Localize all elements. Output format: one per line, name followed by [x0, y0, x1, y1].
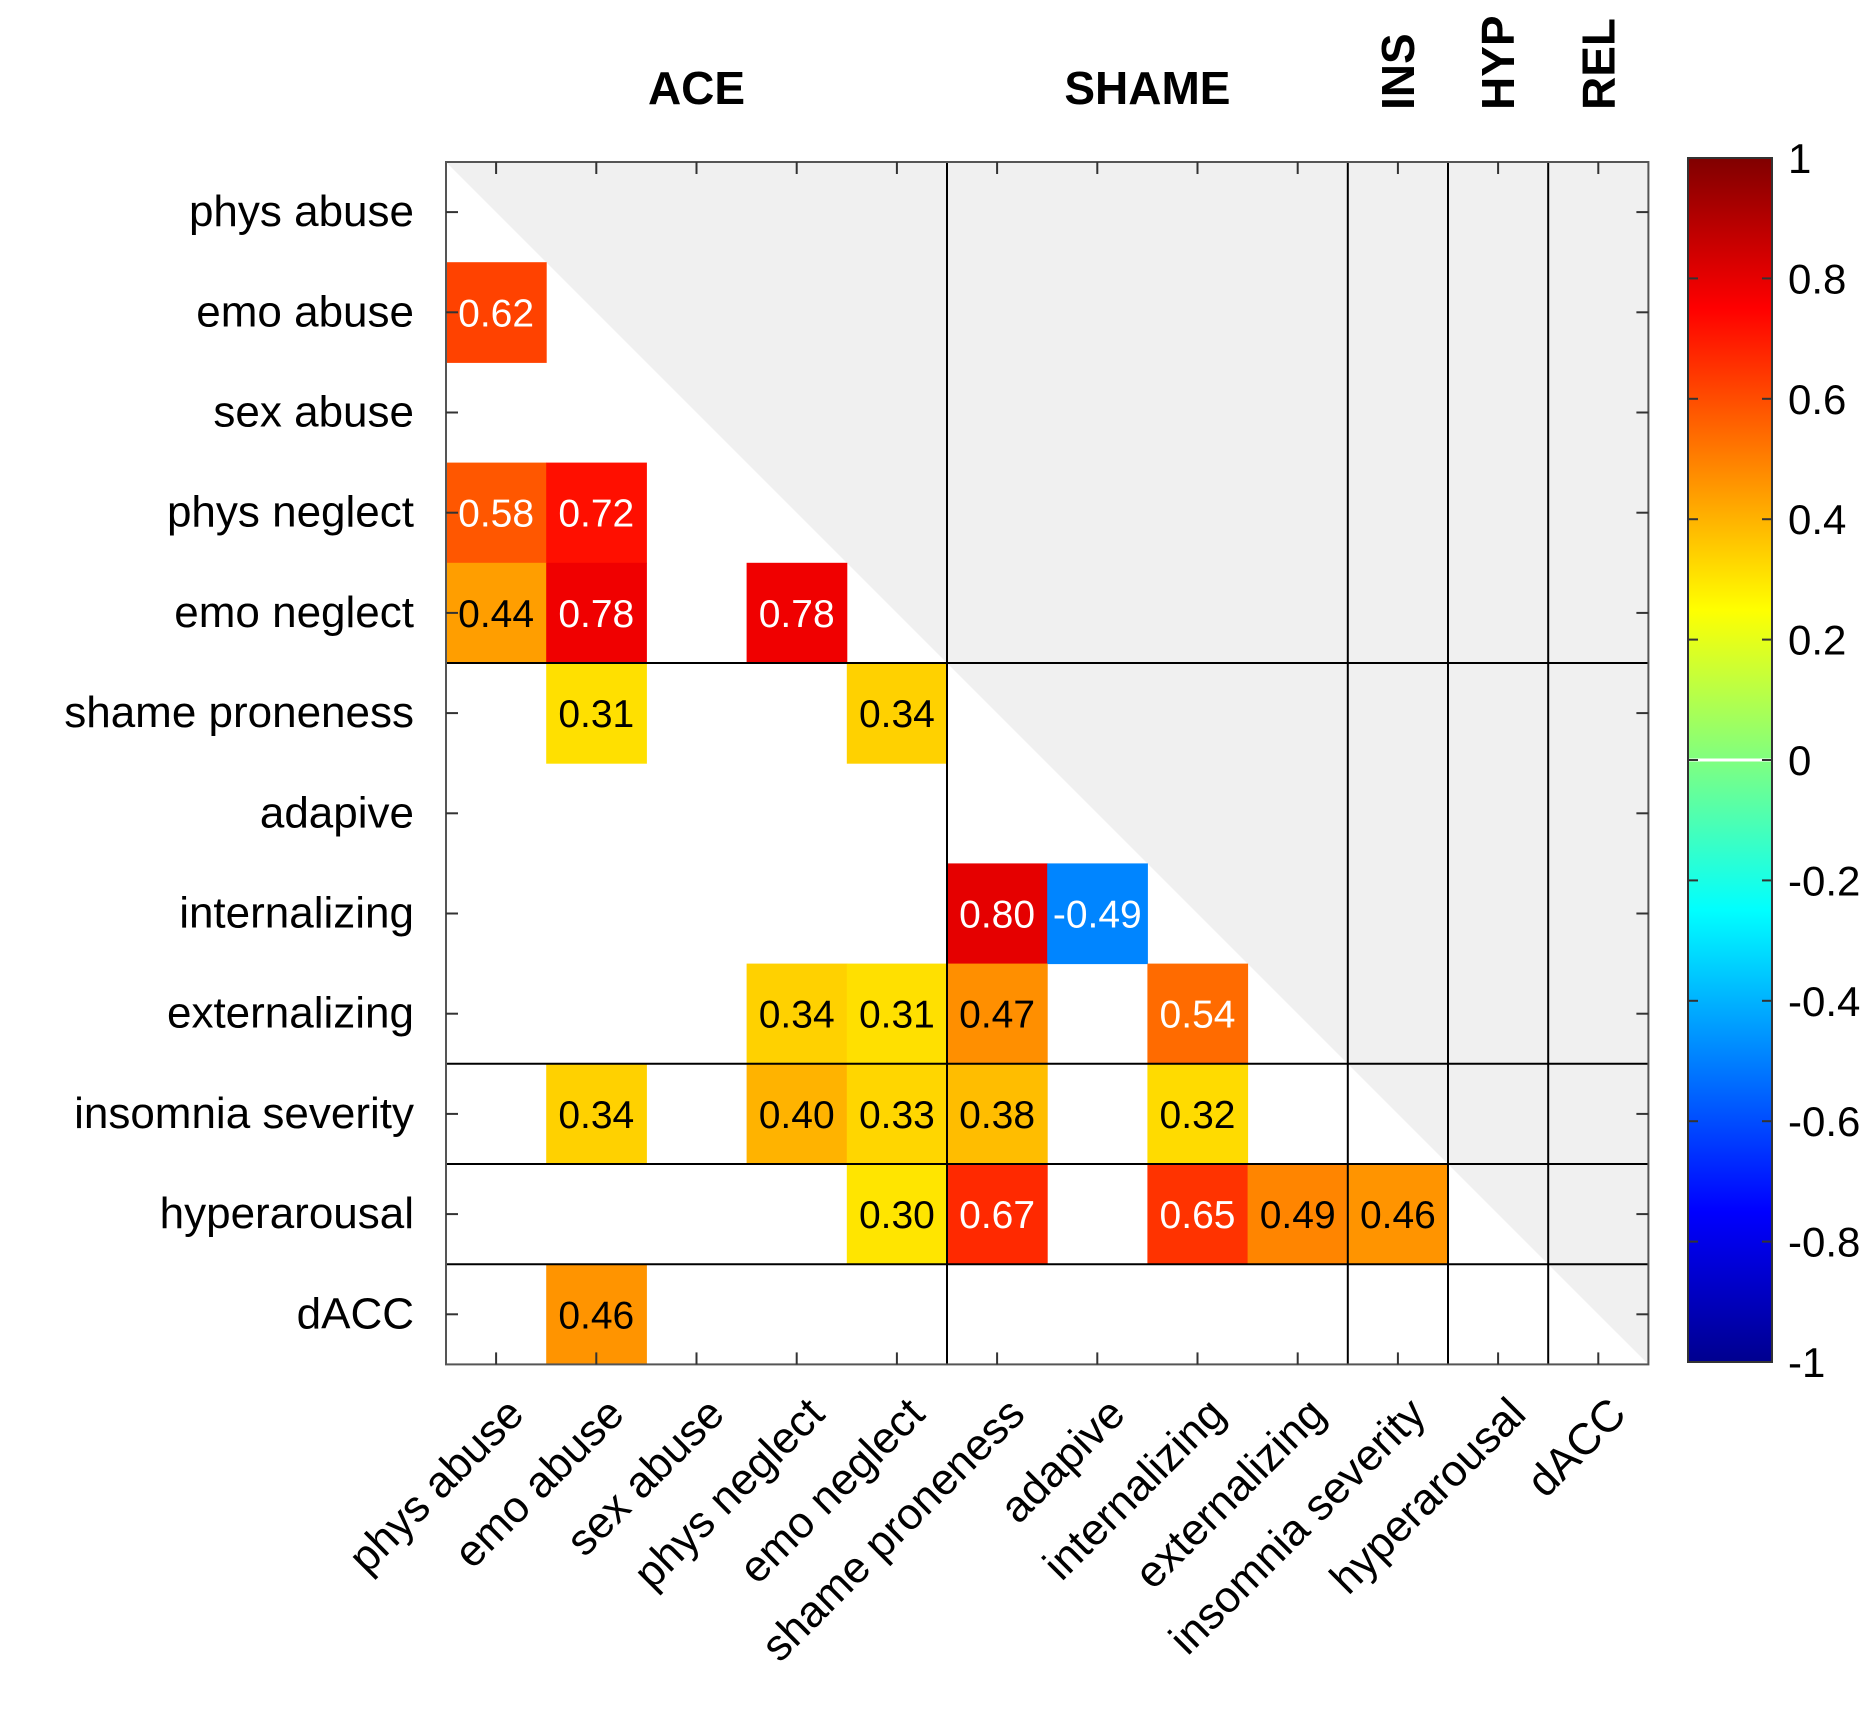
row-label-externalizing: externalizing — [167, 989, 414, 1038]
cell-value-label: 0.46 — [1360, 1194, 1436, 1237]
col-label-dacc: dACC — [1518, 1389, 1636, 1507]
cell-value-label: 0.67 — [959, 1194, 1035, 1237]
group-label-ins: INS — [1372, 33, 1424, 110]
colorbar: 1 0.8 0.6 0.4 0.2 0 -0.2 -0.4 -0.6 -0.8 -1 — [1687, 135, 1860, 1386]
row-label-dacc: dACC — [297, 1289, 414, 1338]
cell-value-label: 0.46 — [558, 1294, 634, 1337]
heatmap-cell-hyperarousal-internalizing — [1147, 1164, 1249, 1265]
row-label-insomnia-severity: insomnia severity — [74, 1089, 414, 1138]
row-label-hyperarousal: hyperarousal — [160, 1189, 414, 1238]
cell-value-label: -0.49 — [1053, 894, 1142, 937]
cell-value-label: 0.62 — [458, 292, 534, 335]
cell-value-label: 0.44 — [458, 593, 534, 636]
cell-value-label: 0.34 — [759, 994, 835, 1037]
cell-value-label: 0.49 — [1260, 1194, 1336, 1237]
row-label-adapive: adapive — [260, 788, 414, 837]
colorbar-tick-label: 0.4 — [1788, 496, 1846, 543]
colorbar-tick-label: -0.4 — [1788, 978, 1860, 1025]
heatmap-cell-hyperarousal-emo-neglect — [846, 1164, 948, 1265]
cell-value-label: 0.38 — [959, 1094, 1035, 1137]
heatmap-cell-externalizing-emo-neglect — [846, 963, 948, 1065]
group-label-ace: ACE — [648, 62, 745, 114]
row-label-emo-neglect: emo neglect — [174, 588, 414, 637]
heatmap-cell-shame-proneness-emo-neglect — [846, 663, 948, 764]
cell-value-label: 0.58 — [458, 493, 534, 536]
row-label-shame-proneness: shame proneness — [64, 688, 414, 737]
cell-value-label: 0.78 — [558, 593, 634, 636]
colorbar-tick-label: -0.8 — [1788, 1219, 1860, 1266]
group-label-shame: SHAME — [1064, 62, 1230, 114]
cell-value-label: 0.40 — [759, 1094, 835, 1137]
heatmap-cell-hyperarousal-insomnia-severity — [1347, 1164, 1449, 1265]
heatmap-cell-dacc-emo-abuse — [546, 1264, 647, 1365]
colorbar-tick-label: -0.6 — [1788, 1098, 1860, 1145]
heatmap-cell-emo-neglect-phys-abuse — [446, 562, 547, 664]
cell-value-label: 0.47 — [959, 994, 1035, 1037]
cell-value-label: 0.32 — [1160, 1094, 1236, 1137]
heatmap-cell-shame-proneness-emo-abuse — [546, 663, 647, 764]
cell-value-label: 0.31 — [859, 994, 935, 1037]
cell-value-label: 0.34 — [558, 1094, 634, 1137]
colorbar-tick-label: 0.2 — [1788, 617, 1846, 664]
heatmap-cell-externalizing-phys-neglect — [746, 963, 848, 1065]
cell-value-label: 0.72 — [558, 493, 634, 536]
group-label-rel: REL — [1572, 18, 1624, 110]
colorbar-tick-label: 0.8 — [1788, 255, 1846, 302]
row-label-internalizing: internalizing — [179, 889, 414, 938]
cell-value-label: 0.31 — [558, 693, 634, 736]
heatmap-cell-insomnia-severity-emo-neglect — [846, 1063, 948, 1165]
heatmap-cell-insomnia-severity-shame-proneness — [947, 1063, 1048, 1165]
heatmap-cell-insomnia-severity-phys-neglect — [746, 1063, 848, 1165]
heatmap-cell-phys-neglect-phys-abuse — [446, 462, 547, 564]
colorbar-tick-label: -1 — [1788, 1339, 1825, 1386]
heatmap-cell-hyperarousal-shame-proneness — [947, 1164, 1048, 1265]
cell-value-label: 0.54 — [1160, 994, 1236, 1037]
cell-value-label: 0.78 — [759, 593, 835, 636]
heatmap-cell-externalizing-shame-proneness — [947, 963, 1048, 1065]
cell-value-label: 0.33 — [859, 1094, 935, 1137]
plot-area: 0.62 0.58 0.72 0.44 0.78 0.78 0.31 0.34 0.80 -0.4… — [64, 15, 1650, 1671]
cell-value-label: 0.34 — [859, 693, 935, 736]
heatmap-cell-insomnia-severity-internalizing — [1147, 1063, 1249, 1165]
row-label-emo-abuse: emo abuse — [196, 287, 414, 336]
row-label-phys-neglect: phys neglect — [167, 488, 414, 537]
heatmap-cell-phys-neglect-emo-abuse — [546, 462, 647, 564]
group-label-hyp: HYP — [1472, 15, 1524, 110]
heatmap-cell-internalizing-adapive — [1047, 863, 1148, 965]
heatmap-cell-insomnia-severity-emo-abuse — [546, 1063, 647, 1165]
colorbar-tick-label: 1 — [1788, 135, 1811, 182]
heatmap-cell-emo-neglect-emo-abuse — [546, 562, 647, 664]
colorbar-tick-label: 0 — [1788, 737, 1811, 784]
heatmap-cell-internalizing-shame-proneness — [947, 863, 1048, 965]
plot-frame — [445, 161, 1650, 1366]
colorbar-tick-label: -0.2 — [1788, 857, 1860, 904]
row-label-phys-abuse: phys abuse — [189, 187, 414, 236]
heatmap-cell-emo-neglect-phys-neglect — [746, 562, 848, 664]
heatmap-cell-externalizing-internalizing — [1147, 963, 1249, 1065]
colorbar-tick-label: 0.6 — [1788, 376, 1846, 423]
cell-value-label: 0.65 — [1160, 1194, 1236, 1237]
cell-value-label: 0.30 — [859, 1194, 935, 1237]
heatmap-cell-hyperarousal-externalizing — [1247, 1164, 1349, 1265]
cell-value-label: 0.80 — [959, 894, 1035, 937]
heatmap-cell-emo-abuse-phys-abuse — [446, 262, 547, 363]
row-label-sex-abuse: sex abuse — [213, 388, 414, 437]
